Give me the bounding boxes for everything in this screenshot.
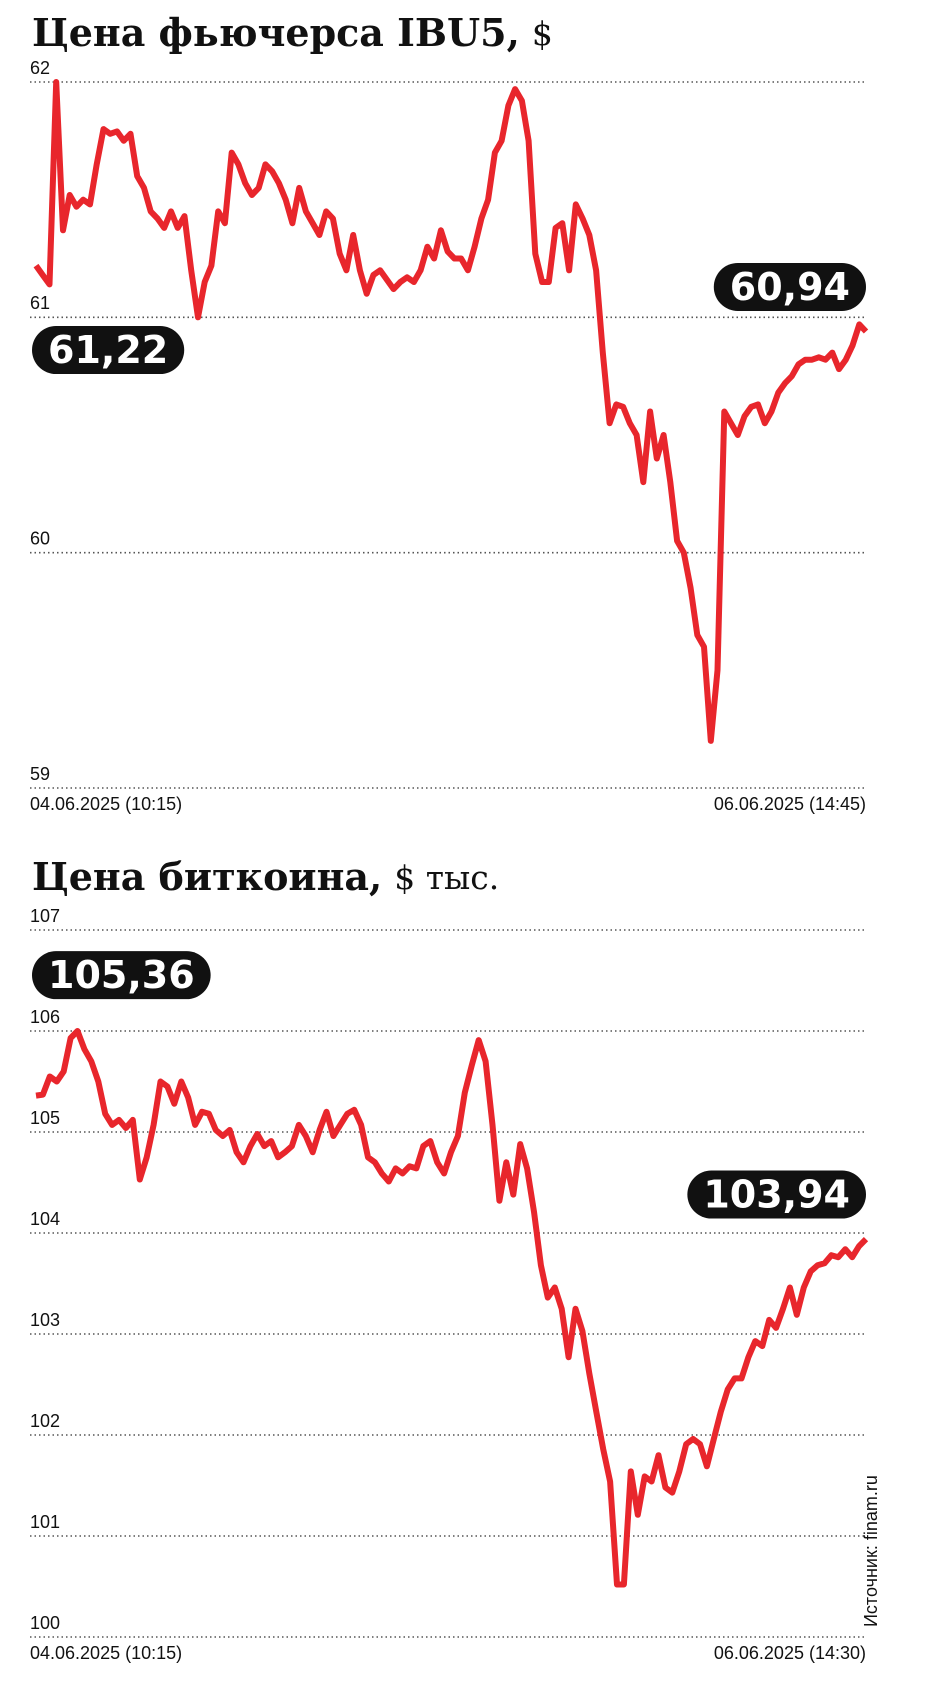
value-label-box: [713, 262, 866, 311]
title-main: Цена фьючерса IBU5,: [32, 10, 520, 55]
y-tick-label: 62: [30, 58, 50, 78]
y-tick-label: 61: [30, 293, 50, 313]
y-tick-label: 59: [30, 764, 50, 784]
source: Источник: finam.ru: [861, 1475, 881, 1627]
value-label: 103,94: [703, 1173, 850, 1217]
y-tick-label: 100: [30, 1613, 60, 1633]
x-tick-label: 04.06.2025 (10:15): [30, 1643, 182, 1663]
y-tick-label: 106: [30, 1007, 60, 1027]
y-tick-label: 105: [30, 1108, 60, 1128]
y-tick-label: 107: [30, 906, 60, 926]
title-main: Цена биткоина,: [32, 854, 382, 899]
x-tick-label: 06.06.2025 (14:30): [714, 1643, 866, 1663]
y-tick-label: 102: [30, 1411, 60, 1431]
value-label-box: [687, 1170, 866, 1219]
y-tick-label: 104: [30, 1209, 60, 1229]
chart-title: Цена фьючерса IBU5, $: [32, 10, 553, 55]
title-unit: $: [532, 14, 553, 53]
value-label-box: [32, 951, 211, 1000]
chart-title: Цена биткоина, $ тыс.: [32, 854, 499, 899]
value-label: 105,36: [48, 953, 195, 997]
value-label-box: [32, 326, 185, 375]
price-line: [33, 79, 869, 744]
x-tick-label: 04.06.2025 (10:15): [30, 794, 182, 814]
price-line: [35, 1028, 869, 1588]
value-label: 61,22: [48, 328, 168, 372]
title-unit: $ тыс.: [394, 858, 499, 897]
y-tick-label: 60: [30, 528, 50, 548]
x-tick-label: 06.06.2025 (14:45): [714, 794, 866, 814]
y-tick-label: 101: [30, 1512, 60, 1532]
value-label: 60,94: [730, 265, 850, 309]
y-tick-label: 103: [30, 1310, 60, 1330]
